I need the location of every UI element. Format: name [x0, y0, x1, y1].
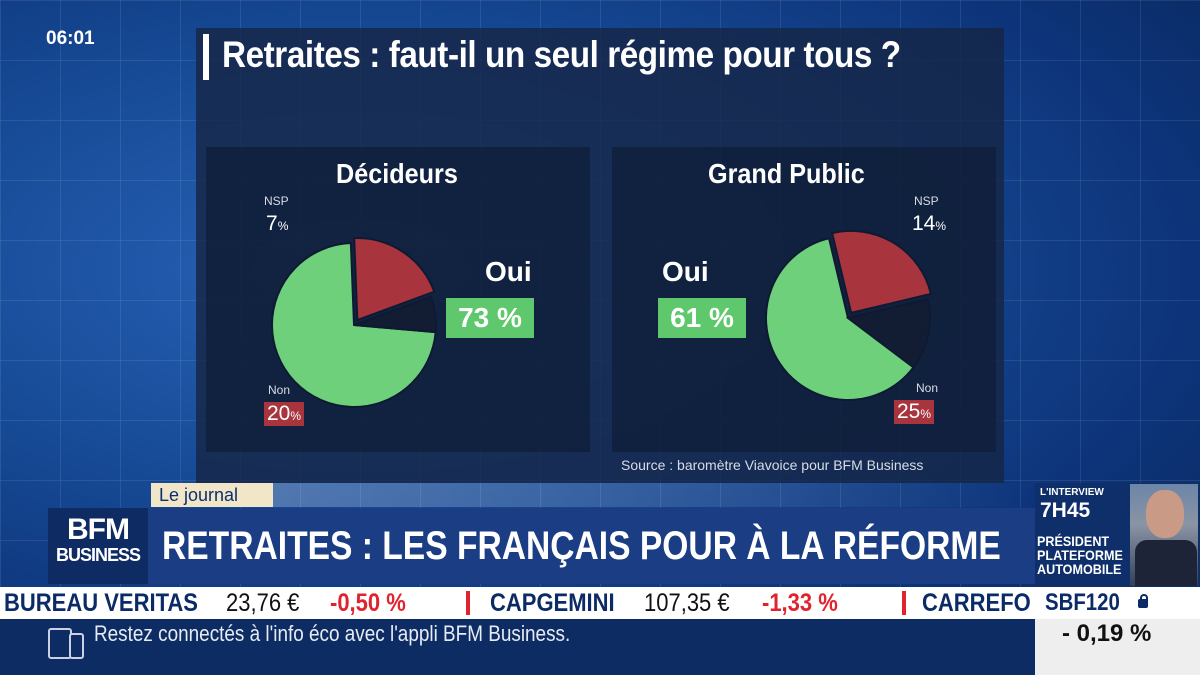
- pie-slice-nsp: [353, 295, 437, 334]
- decideurs-non-label: Non: [268, 383, 291, 397]
- guest-body: [1135, 540, 1197, 586]
- decideurs-nsp-label: NSP: [264, 194, 289, 208]
- interview-line: AUTOMOBILE: [1037, 561, 1122, 577]
- source-note: Source : baromètre Viavoice pour BFM Bus…: [621, 457, 924, 473]
- info-bar: [0, 619, 1035, 675]
- ticker-item: BUREAU VERITAS: [4, 587, 224, 619]
- interview-line: PRÉSIDENT: [1037, 533, 1110, 549]
- interview-line: PLATEFORME: [1037, 547, 1123, 563]
- bfm-business-logo: BFM BUSINESS: [48, 508, 148, 584]
- ticker-name: CARREFO: [922, 589, 1031, 617]
- decideurs-title: Décideurs: [336, 158, 458, 189]
- grand-public-non-label: Non: [916, 381, 939, 395]
- ticker-item: CAPGEMINI: [490, 587, 632, 619]
- pie-slice-oui: [765, 237, 915, 401]
- ticker-change: -0,50 %: [330, 589, 406, 617]
- journal-strip: [273, 483, 1033, 507]
- ticker-separator: [466, 591, 470, 615]
- decideurs-oui-value: 73 %: [446, 298, 534, 338]
- decideurs-non-value: 20%: [264, 402, 305, 426]
- lock-icon: [1138, 594, 1148, 608]
- info-bar-text: Restez connectés à l'info éco avec l'app…: [94, 621, 571, 646]
- interview-caption: PRÉSIDENT PLATEFORME AUTOMOBILE: [1037, 534, 1136, 576]
- journal-tag: Le journal: [151, 483, 273, 507]
- ticker-name: CAPGEMINI: [490, 589, 615, 617]
- phone-tablet-icon: [48, 628, 84, 659]
- decideurs-oui-label: Oui: [485, 256, 532, 287]
- ticker-change: -1,33 %: [762, 589, 838, 617]
- logo-top: BFM: [67, 513, 130, 546]
- chart-title: Retraites : faut-il un seul régime pour …: [222, 34, 901, 75]
- headline: RETRAITES : LES FRANÇAIS POUR À LA RÉFOR…: [162, 524, 1001, 568]
- grand-public-oui-value: 61 %: [658, 298, 746, 338]
- pie-slice-non: [830, 229, 933, 315]
- ticker-name: BUREAU VERITAS: [4, 589, 198, 617]
- interview-time: 7H45: [1040, 499, 1091, 522]
- headline-background: [148, 508, 1035, 584]
- grand-public-pie: [765, 229, 933, 401]
- ticker-price: 23,76 €: [226, 589, 300, 617]
- pie-slice-non: [353, 237, 436, 322]
- decideurs-nsp-value: 7%: [266, 212, 289, 235]
- decideurs-pie: [271, 237, 437, 408]
- grand-public-nsp-value: 14%: [912, 212, 947, 235]
- ticker-price: 107,35 €: [644, 589, 730, 617]
- grand-public-oui-label: Oui: [662, 256, 709, 287]
- guest-face: [1146, 490, 1184, 538]
- index-change-box: [1035, 619, 1200, 675]
- clock: 06:01: [46, 28, 95, 49]
- logo-bottom: BUSINESS: [55, 545, 141, 565]
- grand-public-non-value: 25%: [894, 400, 935, 424]
- ticker-item: CARREFO: [922, 587, 1035, 619]
- stock-ticker: BUREAU VERITAS 23,76 € -0,50 % CAPGEMINI…: [0, 587, 1035, 619]
- title-accent-bar: [203, 34, 209, 80]
- index-name: SBF120: [1045, 589, 1120, 616]
- interview-tag: L'INTERVIEW: [1040, 487, 1104, 498]
- grand-public-title: Grand Public: [708, 158, 865, 189]
- grand-public-nsp-label: NSP: [914, 194, 939, 208]
- pie-slice-nsp: [845, 297, 931, 369]
- index-box: [1035, 587, 1200, 619]
- ticker-separator: [902, 591, 906, 615]
- index-change: - 0,19 %: [1062, 620, 1152, 647]
